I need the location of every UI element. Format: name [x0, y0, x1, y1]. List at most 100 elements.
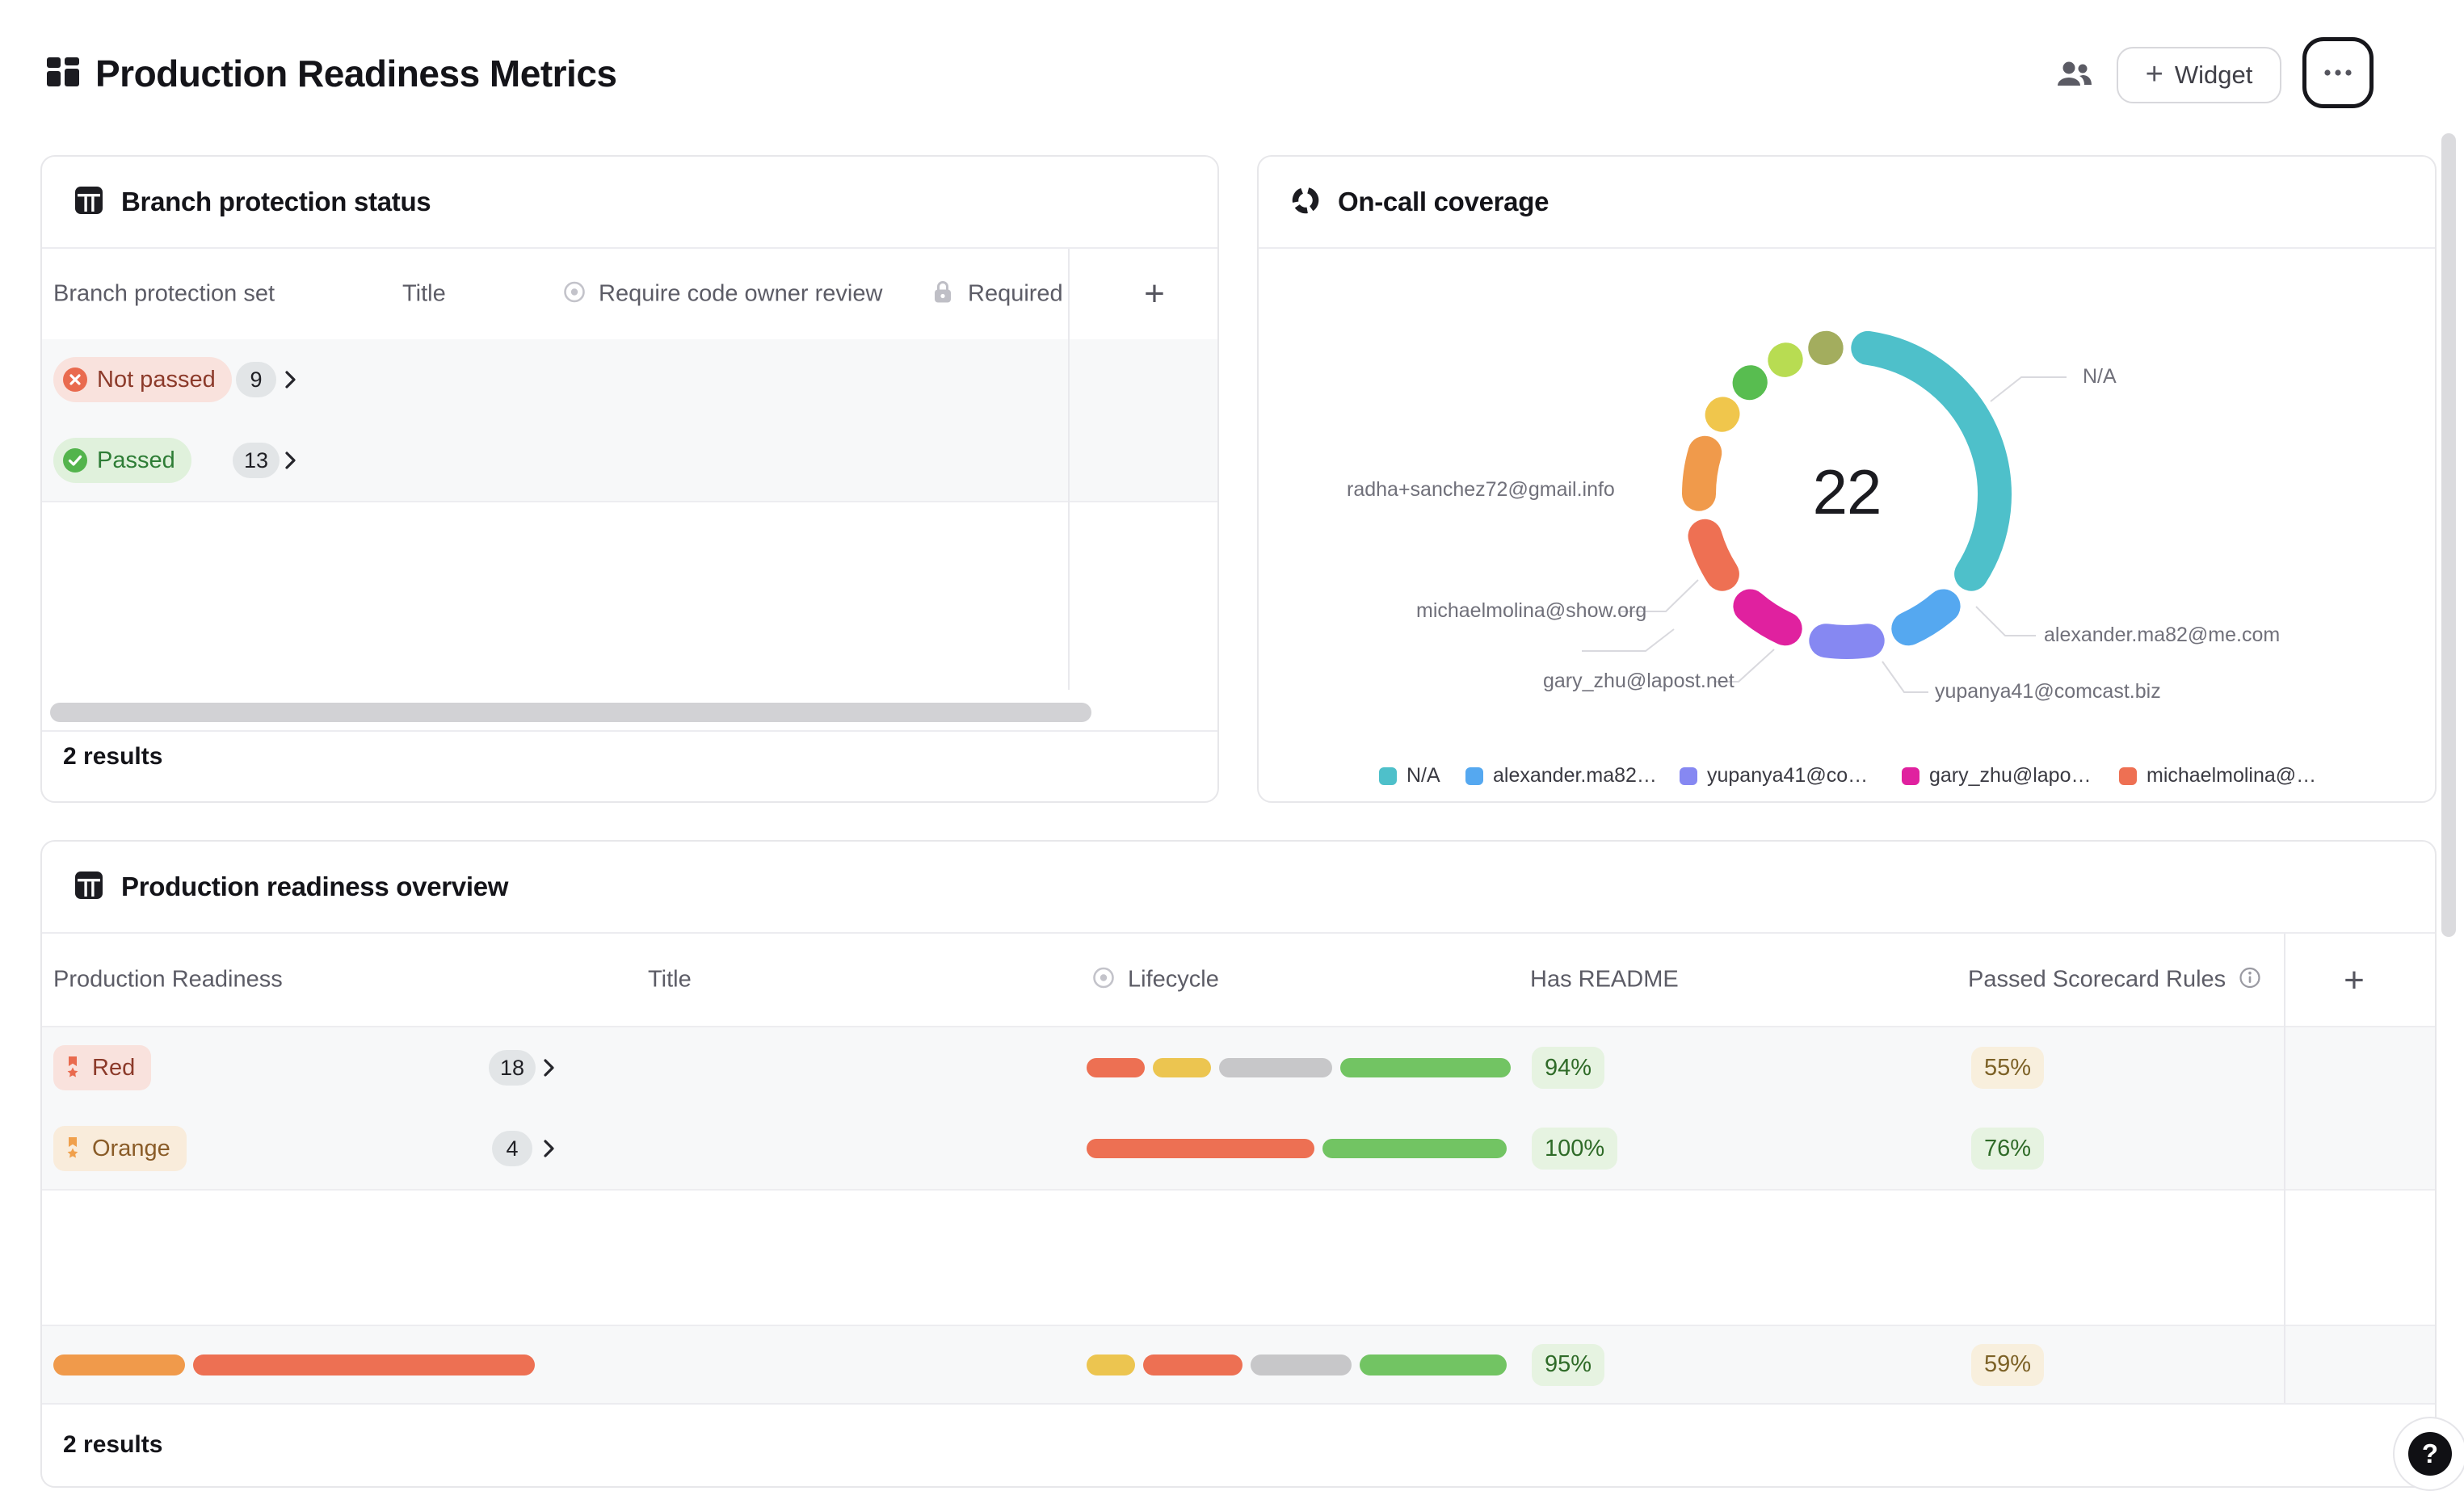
- summary-row: 95% 59%: [42, 1325, 2435, 1403]
- chevron-right-icon[interactable]: [284, 371, 297, 388]
- bar-segment: [1360, 1354, 1507, 1376]
- legend-item[interactable]: michaelmolina@…: [2119, 764, 2316, 788]
- legend-swatch: [1902, 767, 1919, 785]
- page-vertical-scrollbar[interactable]: [2441, 133, 2456, 937]
- bar-segment: [1251, 1354, 1352, 1376]
- status-badge-label: Red: [92, 1055, 135, 1082]
- donut-segment[interactable]: [1699, 453, 1705, 494]
- production-readiness-overview-widget: Production readiness overview Production…: [40, 840, 2437, 1488]
- footer-divider: [42, 1403, 2435, 1405]
- plus-icon: +: [2146, 59, 2163, 90]
- column-header-title[interactable]: Title: [648, 967, 692, 993]
- chevron-right-icon[interactable]: [284, 452, 297, 469]
- legend-swatch: [2119, 767, 2137, 785]
- legend-item[interactable]: gary_zhu@lapo…: [1902, 764, 2092, 788]
- chevron-right-icon[interactable]: [543, 1059, 556, 1077]
- help-button[interactable]: ?: [2393, 1417, 2464, 1491]
- column-header-title[interactable]: Title: [402, 281, 446, 308]
- widget-title: Branch protection status: [121, 187, 431, 217]
- x-circle-icon: [63, 368, 87, 392]
- donut-segment[interactable]: [1750, 607, 1785, 629]
- percent-badge: 59%: [1971, 1344, 2044, 1386]
- column-header-production-readiness[interactable]: Production Readiness: [53, 967, 283, 993]
- column-divider: [1068, 249, 1070, 690]
- widget-title-row: On-call coverage: [1259, 157, 2435, 249]
- status-badge-label: Not passed: [97, 367, 216, 393]
- lifecycle-bar: [1087, 1139, 1507, 1158]
- row-count-badge: 9: [236, 362, 276, 397]
- row-count-badge: 18: [489, 1050, 536, 1086]
- table-widget-icon: [74, 186, 103, 219]
- bar-segment: [193, 1354, 535, 1376]
- donut-segment[interactable]: [1908, 607, 1943, 629]
- add-widget-button[interactable]: + Widget: [2117, 47, 2281, 103]
- legend-item[interactable]: alexander.ma82…: [1465, 764, 1657, 788]
- add-column-button[interactable]: +: [1129, 276, 1180, 312]
- medal-icon: [63, 1136, 82, 1161]
- legend-swatch: [1680, 767, 1697, 785]
- donut-center-total: 22: [1726, 457, 1968, 527]
- donut-segment[interactable]: [1705, 536, 1722, 574]
- results-count: 2 results: [63, 1431, 162, 1459]
- bar-segment: [1322, 1139, 1507, 1158]
- donut-segment[interactable]: [1750, 382, 1751, 383]
- readiness-summary-bar: [53, 1354, 535, 1376]
- legend-item[interactable]: yupanya41@co…: [1680, 764, 1868, 788]
- widget-title: Production readiness overview: [121, 872, 508, 902]
- lifecycle-bar: [1087, 1058, 1511, 1077]
- question-mark-icon: ?: [2408, 1432, 2452, 1476]
- chevron-right-icon[interactable]: [543, 1140, 556, 1157]
- ellipsis-icon: [2323, 67, 2353, 79]
- bar-segment: [53, 1354, 185, 1376]
- legend-label: gary_zhu@lapo…: [1929, 764, 2092, 788]
- legend-item[interactable]: N/A: [1379, 764, 1440, 788]
- status-badge-label: Passed: [97, 447, 175, 474]
- page-title: Production Readiness Metrics: [95, 52, 617, 95]
- table-widget-icon: [74, 871, 103, 904]
- medal-icon: [63, 1056, 82, 1080]
- legend-label: yupanya41@co…: [1707, 764, 1868, 788]
- more-options-button[interactable]: [2302, 37, 2374, 108]
- column-header-require-code-owner-review[interactable]: Require code owner review: [563, 281, 882, 308]
- dashboard-grid-icon: [47, 55, 81, 93]
- row-count-badge: 13: [233, 443, 280, 478]
- percent-badge: 55%: [1971, 1047, 2044, 1089]
- callout-label: gary_zhu@lapost.net: [1543, 670, 1734, 693]
- percent-badge: 95%: [1532, 1344, 1604, 1386]
- percent-badge: 94%: [1532, 1047, 1604, 1089]
- column-header-lifecycle[interactable]: Lifecycle: [1092, 967, 1219, 993]
- status-badge[interactable]: Not passed: [53, 357, 232, 402]
- status-badge-label: Orange: [92, 1136, 170, 1162]
- table-row[interactable]: Passed 13: [42, 420, 1217, 502]
- column-header-branch-protection-set[interactable]: Branch protection set: [53, 281, 275, 308]
- widget-title-row: Branch protection status: [42, 157, 1217, 249]
- bar-segment: [1143, 1354, 1243, 1376]
- status-badge[interactable]: Orange: [53, 1126, 187, 1171]
- status-badge[interactable]: Passed: [53, 438, 191, 483]
- row-count-badge: 4: [492, 1131, 532, 1166]
- column-divider: [2284, 934, 2285, 1403]
- circle-dot-icon: [563, 281, 586, 308]
- column-header-passed-scorecard-rules[interactable]: Passed Scorecard Rules: [1968, 967, 2261, 993]
- callout-label: michaelmolina@show.org: [1416, 599, 1646, 623]
- column-header-has-readme[interactable]: Has README: [1530, 967, 1679, 993]
- column-header-required[interactable]: Required: [931, 279, 1063, 309]
- lifecycle-summary-bar: [1087, 1354, 1507, 1376]
- bar-segment: [1087, 1139, 1314, 1158]
- legend-swatch: [1379, 767, 1397, 785]
- share-button[interactable]: [2054, 55, 2096, 97]
- add-column-button[interactable]: +: [2330, 963, 2378, 998]
- donut-segment[interactable]: [1826, 640, 1867, 642]
- callout-label: radha+sanchez72@gmail.info: [1347, 478, 1615, 502]
- table-row[interactable]: Not passed 9: [42, 339, 1217, 422]
- info-icon[interactable]: [2239, 967, 2261, 993]
- table-header-row: Branch protection set Title Require code…: [42, 249, 1217, 341]
- status-badge[interactable]: Red: [53, 1045, 151, 1090]
- horizontal-scrollbar[interactable]: [50, 703, 1091, 722]
- callout-label: N/A: [2083, 365, 2117, 388]
- table-row[interactable]: Red 18 94% 55%: [42, 1027, 2435, 1110]
- legend-swatch: [1465, 767, 1483, 785]
- oncall-coverage-widget: On-call coverage 22 N/A alexander.ma82@m…: [1257, 155, 2437, 803]
- results-count: 2 results: [63, 743, 162, 771]
